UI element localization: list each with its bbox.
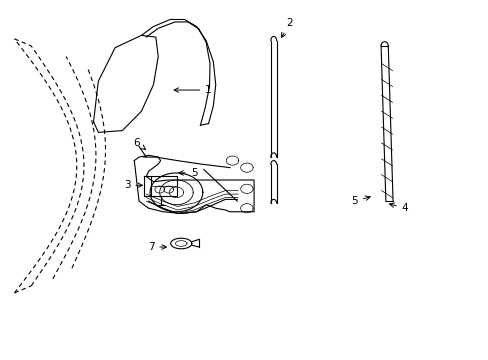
Text: 3: 3 (123, 180, 142, 190)
Text: 1: 1 (174, 85, 211, 95)
Text: 5: 5 (179, 168, 197, 178)
Text: 2: 2 (281, 18, 293, 37)
Text: 7: 7 (147, 242, 166, 252)
Text: 5: 5 (351, 196, 369, 206)
Text: 4: 4 (389, 203, 407, 213)
Text: 6: 6 (133, 138, 145, 149)
